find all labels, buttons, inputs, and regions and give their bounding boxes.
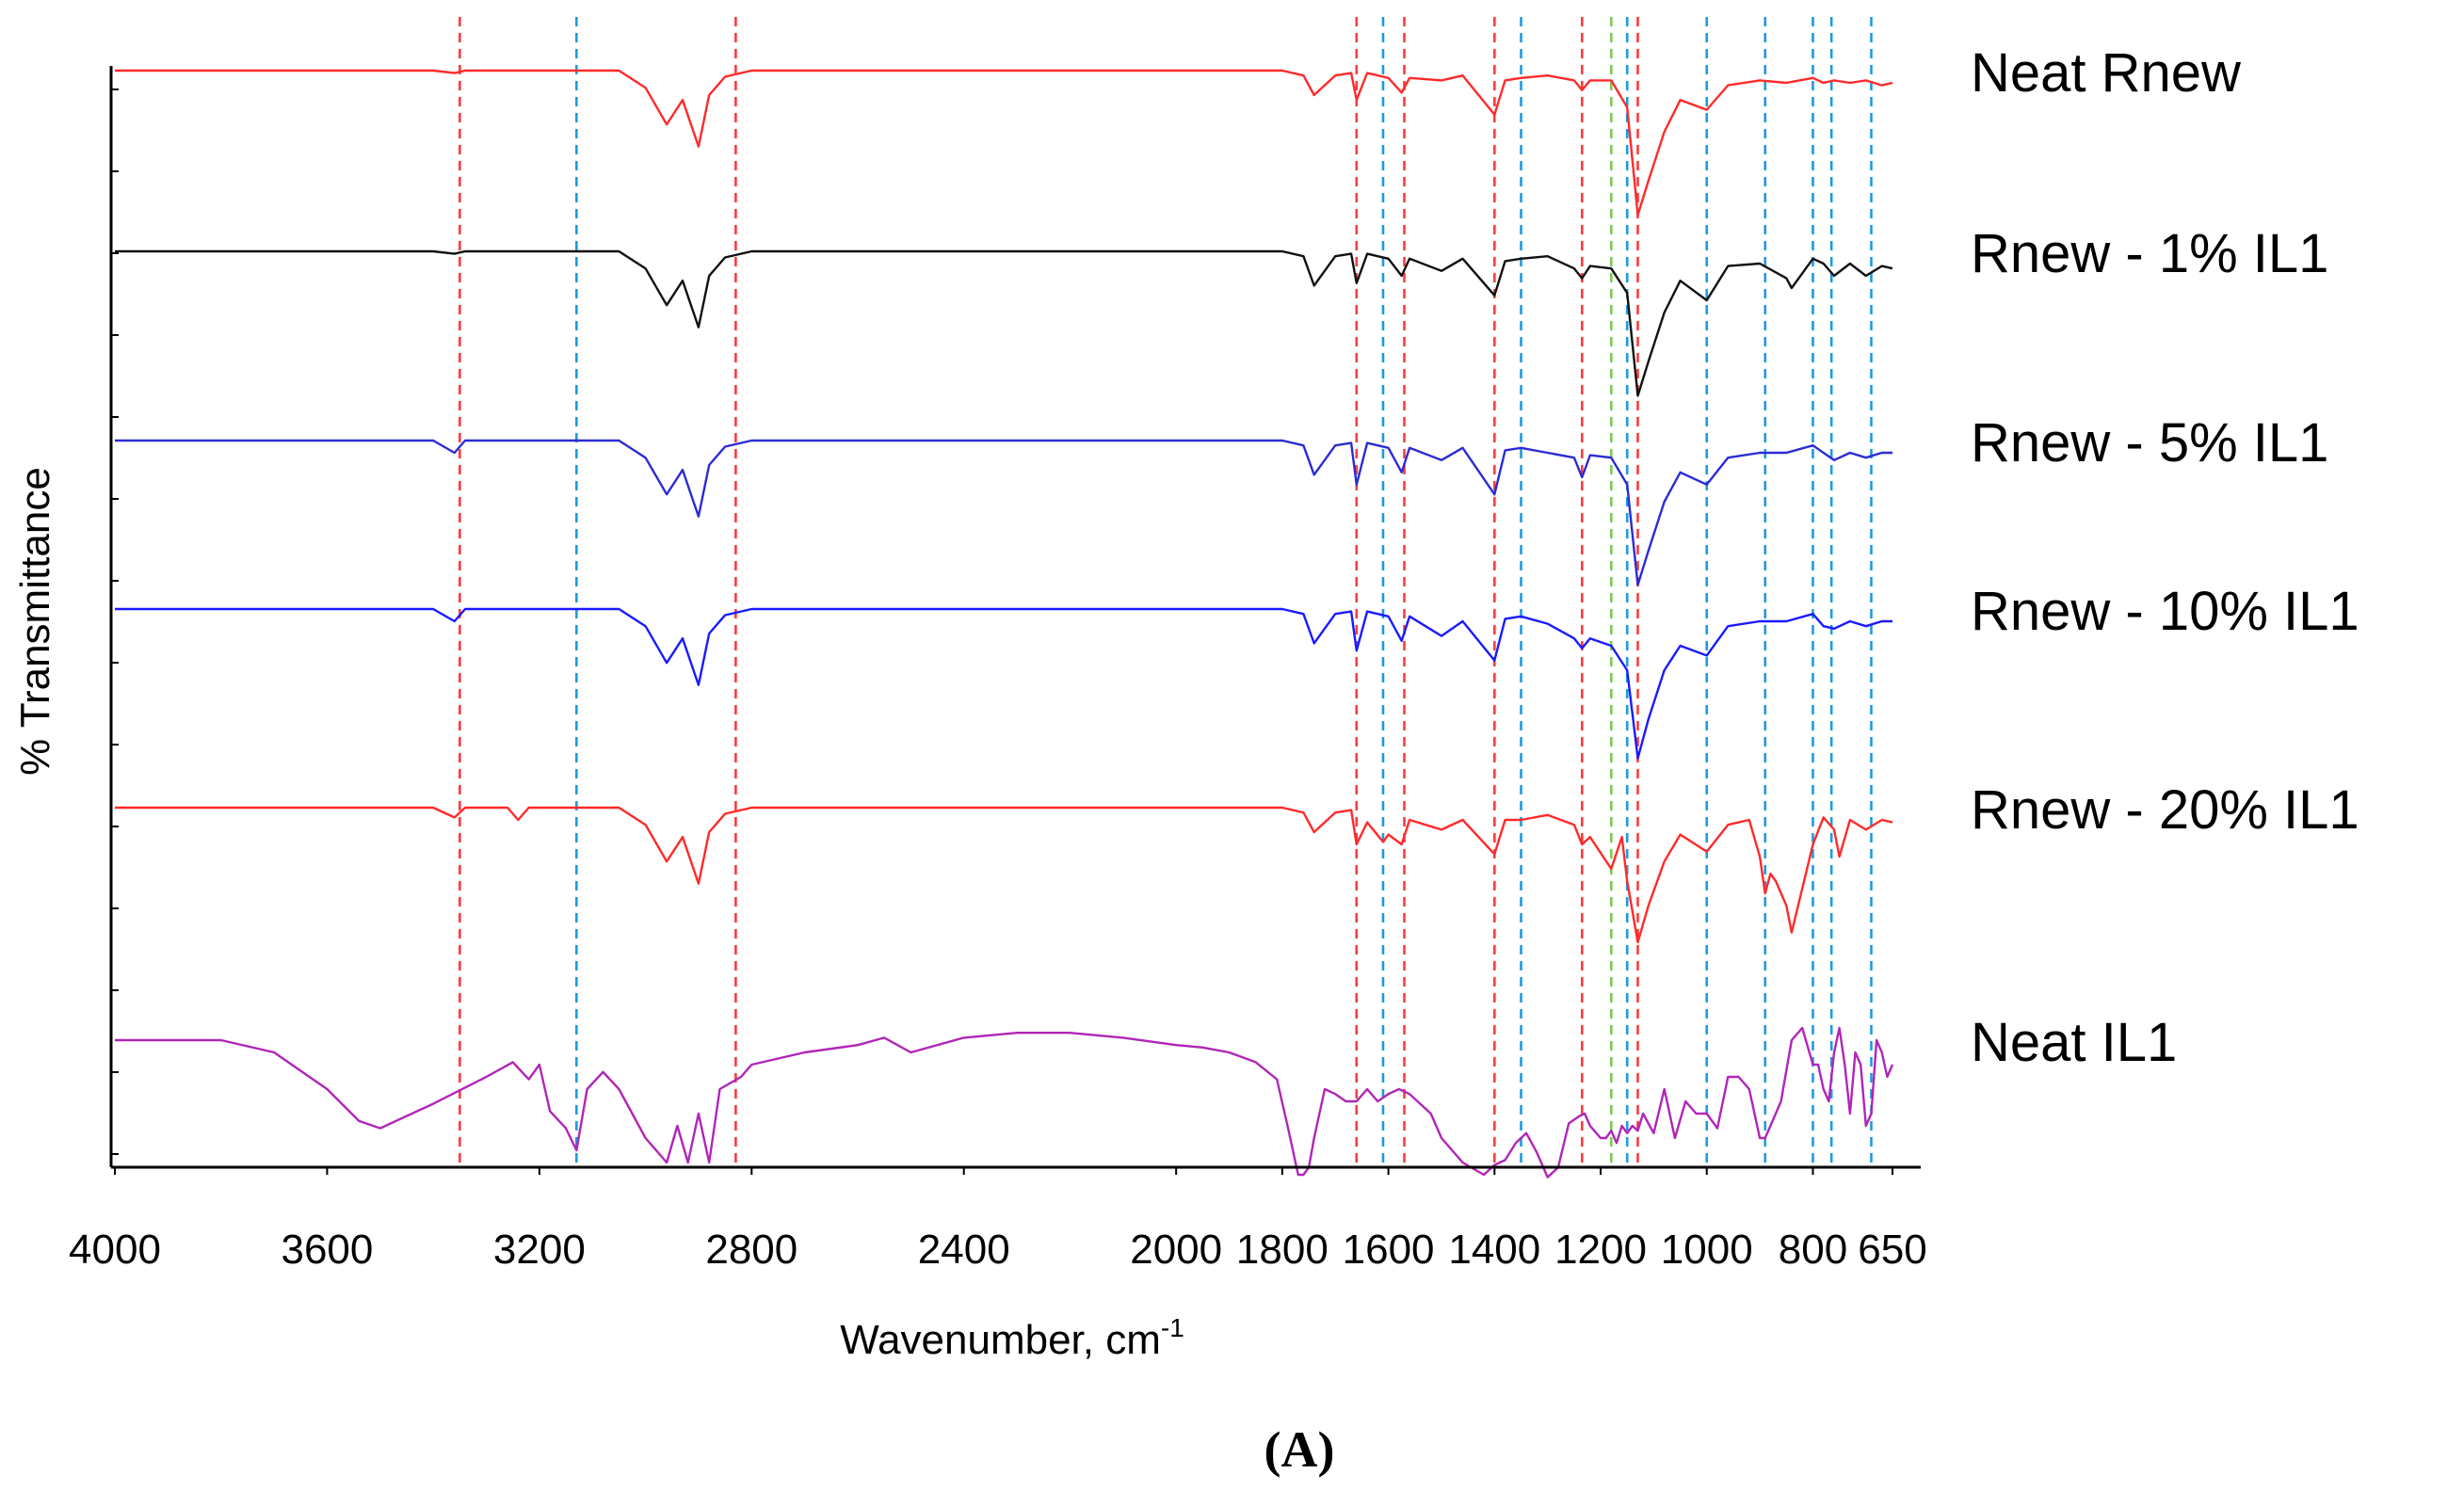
x-axis-title-superscript: -1 [1161, 1313, 1184, 1342]
x-tick-label-3200: 3200 [493, 1227, 586, 1273]
x-tick-label-1400: 1400 [1448, 1227, 1540, 1273]
series-label-4: Rnew - 20% IL1 [1971, 779, 2359, 841]
panel-label: (A) [1264, 1421, 1335, 1478]
series-label-1: Rnew - 1% IL1 [1971, 223, 2328, 284]
reference-lines [459, 17, 1873, 1167]
x-axis-title-text: Wavenumber, cm [840, 1317, 1161, 1363]
x-axis-title: Wavenumber, cm-1 [840, 1313, 1184, 1363]
spectrum-4 [115, 806, 1893, 944]
x-tick-label-2800: 2800 [705, 1227, 797, 1273]
x-tick-label-2400: 2400 [918, 1227, 1010, 1273]
series-label-3: Rnew - 10% IL1 [1971, 581, 2359, 642]
x-tick-label-1600: 1600 [1343, 1227, 1435, 1273]
x-tick-label-650: 650 [1858, 1227, 1926, 1273]
x-tick-label-1000: 1000 [1661, 1227, 1753, 1273]
series-label-2: Rnew - 5% IL1 [1971, 412, 2328, 473]
x-tick-label-3600: 3600 [281, 1227, 373, 1273]
x-tick-label-1800: 1800 [1236, 1227, 1329, 1273]
spectrum-2 [115, 439, 1892, 586]
spectrum-1 [115, 249, 1893, 397]
spectrum-0 [115, 69, 1893, 217]
spectrum-3 [115, 607, 1892, 760]
x-tick-label-800: 800 [1779, 1227, 1847, 1273]
axes [109, 66, 1921, 1169]
x-tick-label-4000: 4000 [69, 1227, 161, 1273]
spectrum-5 [115, 1026, 1894, 1179]
series-label-0: Neat Rnew [1971, 42, 2242, 104]
x-tick-labels: 4000 3600 3200 2800 2400 2000 1800 1600 1400 1200… [69, 1167, 1927, 1273]
series-label-5: Neat IL1 [1971, 1012, 2177, 1073]
y-axis-title: % Transmittance [12, 467, 58, 776]
spectra [115, 69, 1894, 1179]
y-minor-ticks [111, 88, 119, 1155]
x-tick-label-1200: 1200 [1554, 1227, 1647, 1273]
x-tick-label-2000: 2000 [1130, 1227, 1222, 1273]
series-labels: Neat Rnew Rnew - 1% IL1 Rnew - 5% IL1 Rnew … [1971, 42, 2359, 1073]
